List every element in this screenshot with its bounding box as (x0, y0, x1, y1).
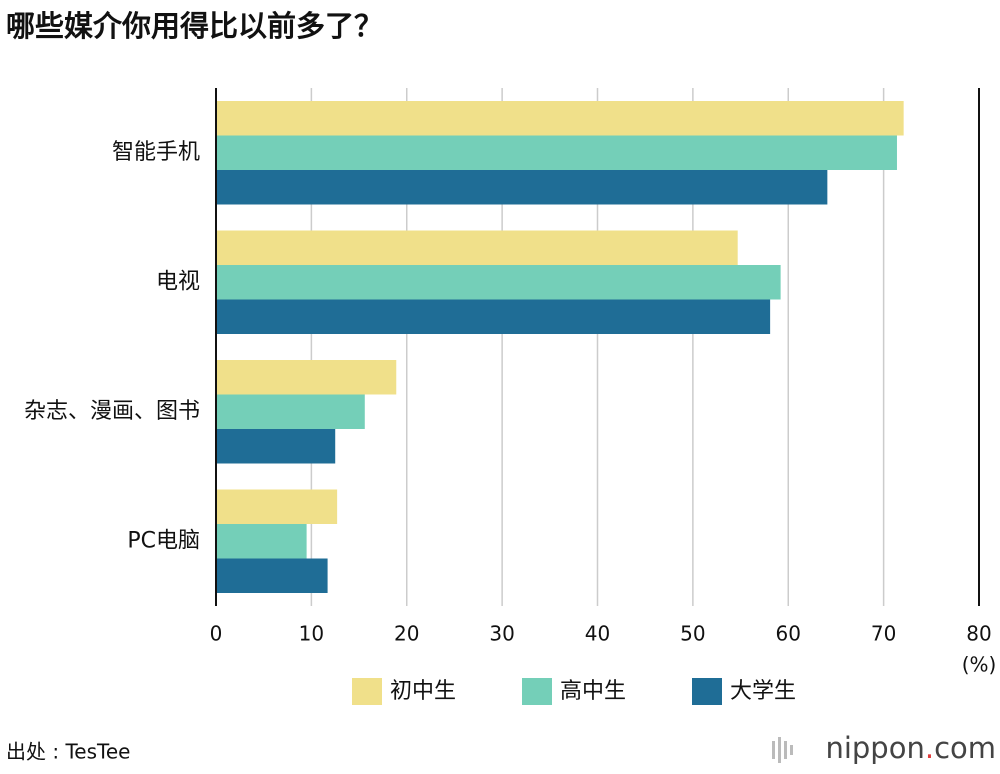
bar (216, 170, 828, 205)
legend-label: 高中生 (560, 679, 626, 704)
legend-swatch (522, 678, 552, 705)
source: 出处 : TesTee (6, 740, 130, 764)
bar (216, 265, 781, 300)
logo: nippon.com (825, 731, 996, 765)
y-tick-label: 智能手机 (112, 140, 200, 165)
y-tick-label: PC电脑 (127, 528, 200, 553)
logo-part: . (925, 731, 934, 765)
bar (216, 230, 738, 265)
x-tick-label: 0 (210, 622, 223, 646)
x-tick-label: 70 (871, 622, 896, 646)
x-tick-label: 20 (394, 622, 419, 646)
y-tick-label: 电视 (156, 269, 200, 294)
legend-swatch (692, 678, 722, 705)
legend-label: 大学生 (730, 679, 796, 704)
bar (216, 101, 904, 136)
chart-title: 哪些媒介你用得比以前多了？ (6, 9, 383, 43)
bar (216, 558, 328, 593)
x-tick-label: 30 (489, 622, 514, 646)
x-tick-label: 10 (299, 622, 324, 646)
legend-label: 初中生 (390, 679, 456, 704)
x-tick-label: 40 (585, 622, 610, 646)
logo-part: com (934, 731, 996, 765)
bar (216, 429, 336, 464)
bar (216, 394, 365, 429)
legend-swatch (352, 678, 382, 705)
logo-bars (772, 737, 793, 763)
x-tick-label: 50 (680, 622, 705, 646)
bar (216, 135, 897, 170)
bar (216, 524, 307, 559)
x-unit: (%) (962, 653, 997, 677)
bar (216, 360, 397, 395)
bar (216, 489, 338, 524)
x-tick-label: 80 (966, 622, 991, 646)
x-tick-label: 60 (776, 622, 801, 646)
bar (216, 299, 771, 334)
logo-part: nippon (825, 731, 924, 765)
y-tick-label: 杂志、漫画、图书 (24, 399, 200, 424)
